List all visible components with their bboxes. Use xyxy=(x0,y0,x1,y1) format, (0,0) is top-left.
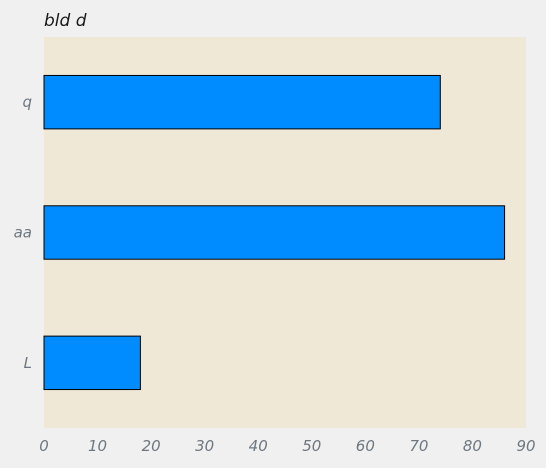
x-tick-label: 30 xyxy=(195,437,214,455)
bar-aa xyxy=(43,205,506,260)
y-tick-label: aa xyxy=(14,224,32,242)
x-tick-label: 10 xyxy=(88,437,107,455)
x-tick-label: 0 xyxy=(39,437,49,455)
bar-q xyxy=(43,74,441,130)
x-tick-label: 70 xyxy=(409,437,428,455)
x-tick-labels: 0 10 20 30 40 50 60 70 80 90 xyxy=(39,437,535,455)
x-tick-label: 50 xyxy=(302,437,321,455)
x-tick-label: 90 xyxy=(516,437,535,455)
x-tick-label: 80 xyxy=(463,437,482,455)
y-tick-label: q xyxy=(22,93,32,111)
y-tick-label: L xyxy=(24,354,32,372)
chart-title: bld d xyxy=(44,11,87,31)
bars-group xyxy=(43,74,506,391)
bar-L xyxy=(43,335,141,391)
x-tick-label: 20 xyxy=(142,437,161,455)
x-tick-label: 40 xyxy=(249,437,268,455)
y-tick-labels: Laa q xyxy=(14,93,32,372)
x-tick-label: 60 xyxy=(356,437,375,455)
